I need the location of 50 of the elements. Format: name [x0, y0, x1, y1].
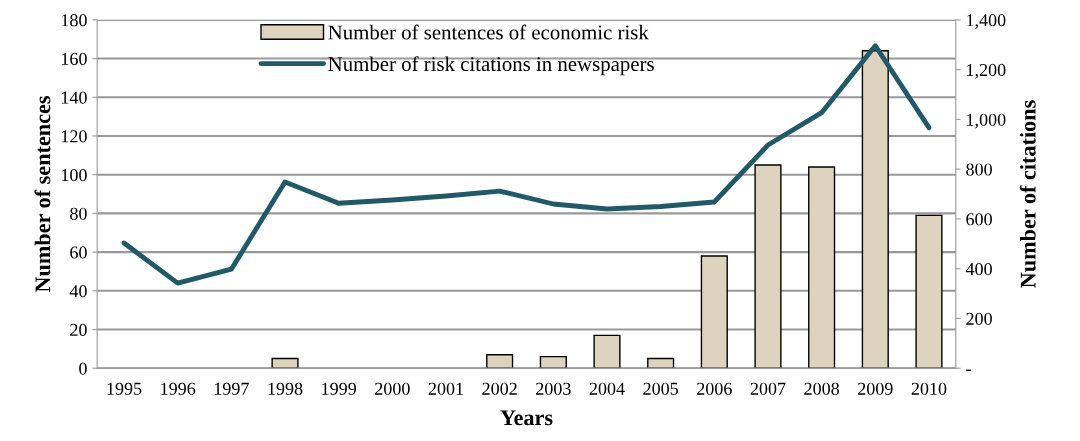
x-tick-label: 2004	[589, 382, 625, 395]
y2-axis-title: Number of citations	[1019, 100, 1036, 288]
x-tick-label: 2008	[804, 382, 840, 395]
y-tick-label: 100	[61, 168, 87, 182]
y2-tick-label: 1,400	[967, 14, 1006, 29]
y2-tick-label: 1,000	[967, 113, 1006, 129]
legend-label: Number of risk citations in newspapers	[328, 56, 654, 76]
x-tick-label: 2000	[375, 382, 410, 395]
bar	[486, 353, 514, 369]
bar	[593, 334, 621, 369]
x-axis-title: Years	[500, 410, 553, 426]
x-tick-label: 2009	[858, 382, 893, 395]
x-tick-label: 2003	[536, 382, 571, 395]
y2-tick-label: 200	[966, 312, 992, 325]
y-tick-label: 120	[61, 130, 87, 143]
x-tick-label: 1996	[161, 382, 196, 395]
bar	[539, 355, 567, 369]
y-tick-label: 0	[79, 362, 87, 375]
y2-tick-label: 600	[966, 213, 992, 226]
y-tick-label: 20	[70, 323, 87, 336]
x-tick-label: 1997	[214, 382, 249, 395]
y-tick-label: 80	[70, 207, 87, 220]
y2-tick-label: 1,200	[967, 63, 1006, 79]
y-tick-label: 160	[61, 52, 87, 65]
legend-label: Number of sentences of economic risk	[328, 24, 649, 40]
x-tick-label: 2001	[428, 382, 463, 395]
x-tick-label: 2002	[482, 382, 517, 395]
x-tick-label: 2005	[643, 382, 679, 395]
y-tick-label: 40	[69, 285, 87, 298]
y-tick-label: 180	[61, 14, 87, 27]
x-tick-label: 2007	[750, 382, 786, 395]
y2-tick-label: -	[966, 369, 971, 371]
bar	[808, 166, 836, 369]
y2-tick-label: 800	[966, 163, 992, 176]
y2-tick-label: 400	[965, 262, 992, 276]
bar	[647, 357, 675, 369]
y-tick-label: 140	[61, 91, 87, 104]
bar	[754, 164, 782, 369]
x-tick-label: 1999	[322, 382, 356, 395]
bar	[861, 50, 889, 369]
bar	[700, 255, 728, 369]
x-tick-label: 2010	[911, 382, 947, 395]
x-tick-label: 1995	[107, 382, 142, 395]
bar	[915, 214, 943, 369]
y-tick-label: 60	[70, 246, 87, 259]
line-series	[121, 43, 932, 286]
x-tick-label: 1998	[268, 382, 303, 395]
bar	[271, 357, 299, 369]
x-tick-label: 2006	[697, 382, 732, 395]
y-axis-title: Number of sentences	[34, 96, 51, 293]
